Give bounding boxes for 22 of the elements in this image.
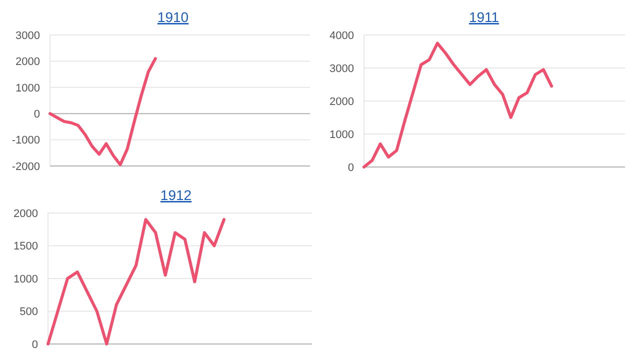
y-tick-label: 1500 xyxy=(14,240,38,253)
y-tick-label: 2000 xyxy=(14,208,38,220)
y-tick-label: 3000 xyxy=(16,30,40,42)
y-tick-label: 1000 xyxy=(330,128,354,141)
y-tick-label: 0 xyxy=(34,108,40,120)
line-series xyxy=(46,218,226,346)
y-tick-label: 2000 xyxy=(330,96,354,108)
chart-title: 1911 xyxy=(468,9,500,25)
y-tick-label: -2000 xyxy=(12,160,40,173)
y-tick-label: 3000 xyxy=(330,62,354,75)
y-tick-label: 0 xyxy=(32,338,38,351)
chart-title: 1910 xyxy=(157,9,189,25)
line-series xyxy=(48,57,157,166)
y-tick-label: 0 xyxy=(348,162,354,174)
y-tick-label: 1000 xyxy=(14,273,38,286)
chart-title: 1912 xyxy=(160,187,192,203)
y-tick-label: -1000 xyxy=(12,134,40,147)
y-tick-label: 500 xyxy=(20,306,38,318)
line-series xyxy=(362,42,554,168)
y-tick-label: 2000 xyxy=(16,56,40,68)
y-tick-label: 1000 xyxy=(16,82,40,94)
y-tick-label: 4000 xyxy=(330,30,354,42)
